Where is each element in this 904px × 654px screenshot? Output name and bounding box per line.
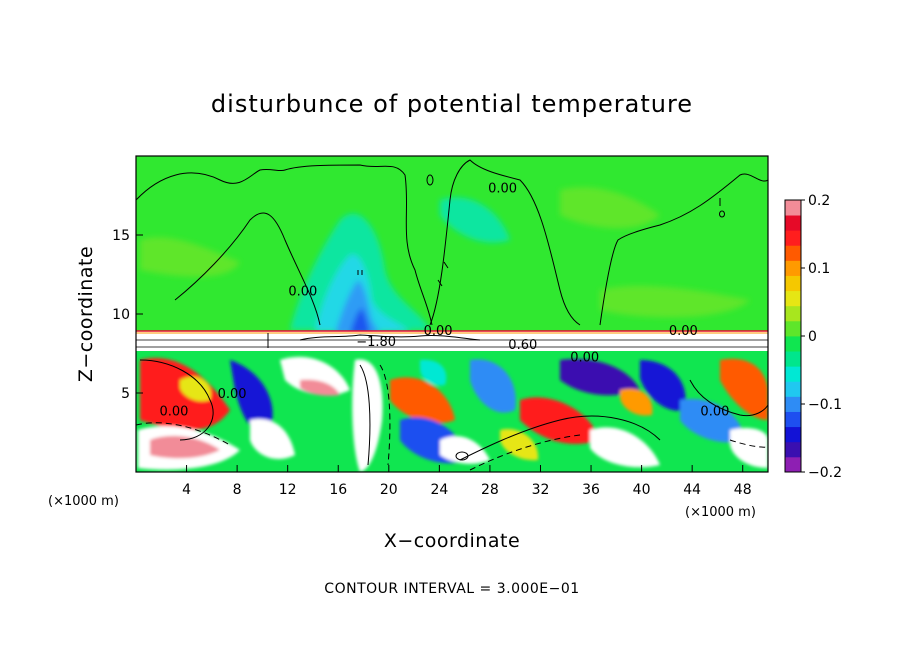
x-tick-label: 24 <box>430 482 448 498</box>
upper-field-patches <box>140 187 750 334</box>
x-axis-ticks: 4 8 12 16 20 24 28 32 36 40 44 48 <box>182 465 752 498</box>
x-tick-label: 16 <box>329 482 347 498</box>
x-tick-label: 20 <box>380 482 398 498</box>
colorbar-segment <box>785 260 801 276</box>
colorbar-tick-label: 0.2 <box>808 193 830 209</box>
contour-label: 0.00 <box>669 324 698 339</box>
colorbar-segment <box>785 320 801 337</box>
contour-interval-note: CONTOUR INTERVAL = 3.000E−01 <box>324 581 579 597</box>
x-tick-label: 12 <box>279 482 297 498</box>
contour-lines <box>136 159 768 471</box>
colorbar-segment <box>785 230 801 246</box>
colorbar-tick-label: −0.2 <box>808 465 842 481</box>
x-axis-unit-right: (×1000 m) <box>685 505 756 520</box>
x-tick-label: 44 <box>683 482 701 498</box>
colorbar-segment <box>785 366 801 382</box>
x-tick-label: 48 <box>734 482 752 498</box>
colorbar: 0.2 0.1 0 −0.1 −0.2 <box>784 193 842 481</box>
x-tick-label: 40 <box>633 482 651 498</box>
contour-label: 0.00 <box>218 387 247 402</box>
colorbar-segment <box>785 215 801 231</box>
y-axis-label: Z−coordinate <box>75 246 97 382</box>
colorbar-segment <box>785 456 801 473</box>
colorbar-segment <box>785 381 801 397</box>
colorbar-segment <box>785 305 801 322</box>
colorbar-segment <box>785 245 801 261</box>
contour-labels: 0.00 0.00 0.00 0.00 −1.80 0.60 0.00 0.00 0.00 0.0… <box>159 182 729 420</box>
colorbar-segment <box>785 426 801 443</box>
y-tick-label: 15 <box>112 228 130 244</box>
colorbar-segment <box>785 351 801 367</box>
contour-label: 0.00 <box>700 404 729 419</box>
chart-title: disturbunce of potential temperature <box>211 90 693 118</box>
colorbar-segment <box>785 396 801 412</box>
x-tick-label: 8 <box>233 482 242 498</box>
x-axis-unit-left: (×1000 m) <box>48 494 119 509</box>
contour-label: 0.00 <box>288 284 317 299</box>
colorbar-segment <box>785 441 801 458</box>
colorbar-segment <box>785 200 801 216</box>
inversion-layer-band <box>136 331 768 351</box>
colorbar-segment <box>785 275 801 292</box>
x-tick-label: 32 <box>532 482 550 498</box>
colorbar-segment <box>785 290 801 307</box>
x-axis-label: X−coordinate <box>384 530 520 552</box>
x-tick-label: 36 <box>582 482 600 498</box>
y-tick-label: 10 <box>112 307 130 323</box>
colorbar-segment <box>785 336 801 352</box>
y-axis-ticks: 5 10 15 <box>112 228 143 402</box>
contour-label: 0.00 <box>570 351 599 366</box>
contour-label: 0.00 <box>159 404 188 419</box>
plot-area: 0.00 0.00 0.00 0.00 −1.80 0.60 0.00 0.00 0.00 0.0… <box>136 156 768 472</box>
contour-label: 0.60 <box>508 338 537 353</box>
colorbar-tick-label: −0.1 <box>808 397 842 413</box>
contour-label: −1.80 <box>356 335 396 350</box>
contour-label: 0.00 <box>424 324 453 339</box>
contour-label: 0.00 <box>488 182 517 197</box>
x-tick-label: 28 <box>481 482 499 498</box>
colorbar-tick-label: 0.1 <box>808 261 830 277</box>
y-tick-label: 5 <box>121 386 130 402</box>
x-tick-label: 4 <box>182 482 191 498</box>
colorbar-tick-label: 0 <box>808 329 817 345</box>
colorbar-segment <box>785 411 801 428</box>
